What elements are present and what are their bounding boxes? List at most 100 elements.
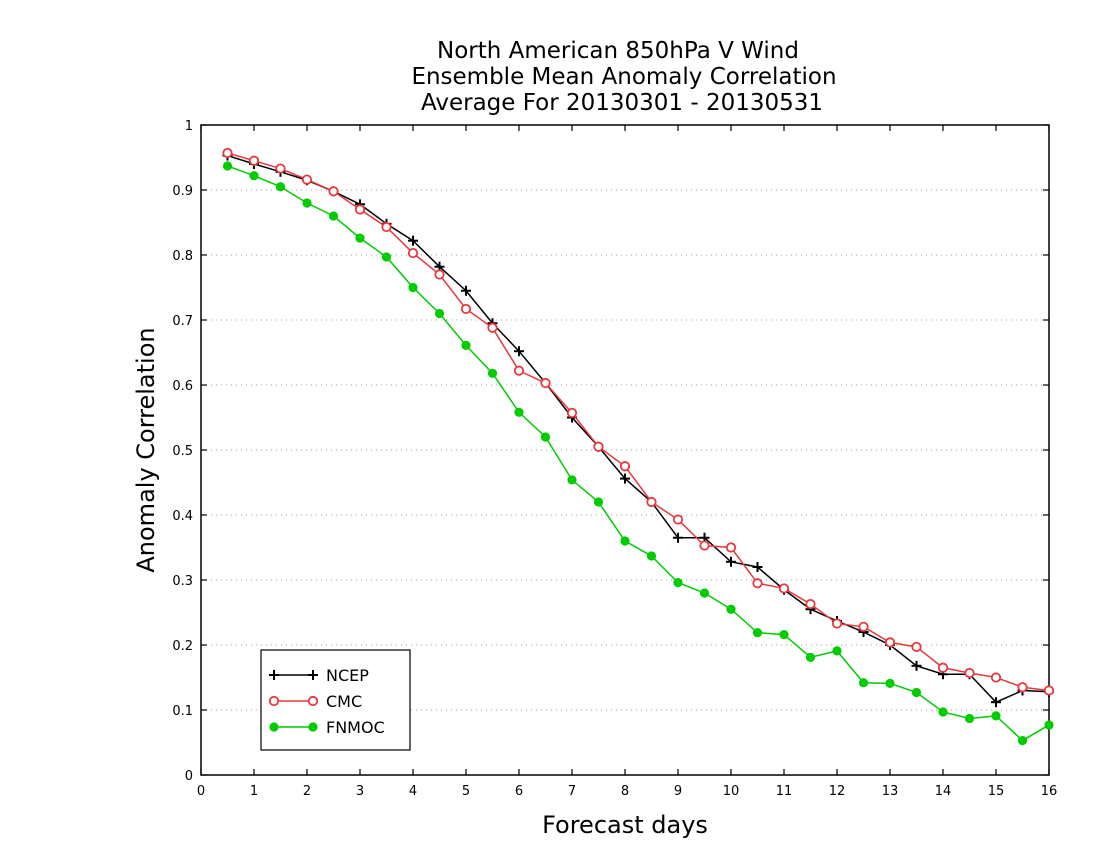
y-tick-label: 0.9 [172, 184, 193, 199]
data-point-fnmoc [434, 308, 445, 319]
data-point-cmc [381, 221, 392, 233]
x-axis: 0 1 2 3 4 5 6 7 8 9 10 11 12 13 14 15 16 [197, 125, 1057, 799]
x-tick-label: 12 [829, 784, 846, 799]
legend-marker-fnmoc [269, 722, 279, 732]
data-point-cmc [778, 583, 790, 594]
data-point-fnmoc [461, 340, 471, 350]
data-point-ncep [620, 473, 630, 484]
data-point-ncep [408, 235, 418, 246]
legend-marker-cmc [268, 695, 280, 707]
data-point-cmc [990, 672, 1002, 683]
x-tick-label: 11 [776, 784, 793, 799]
y-tick-label: 0.4 [172, 509, 193, 524]
data-point-fnmoc [805, 652, 816, 662]
x-tick-label: 15 [988, 784, 1005, 799]
legend-marker-fnmoc [308, 722, 318, 732]
data-point-fnmoc [699, 588, 710, 598]
data-point-ncep [514, 346, 524, 357]
series-line-cmc [227, 152, 1050, 692]
data-point-fnmoc [408, 282, 418, 293]
legend-marker-cmc [307, 695, 319, 707]
data-point-cmc [964, 667, 975, 679]
data-point-cmc [248, 155, 260, 166]
data-point-fnmoc [328, 211, 339, 221]
data-point-fnmoc [249, 171, 259, 181]
x-tick-label: 5 [462, 784, 470, 799]
data-point-fnmoc [275, 182, 286, 192]
data-point-cmc [540, 377, 551, 389]
y-tick-label: 0.6 [172, 379, 193, 394]
data-point-fnmoc [514, 407, 524, 417]
legend-box [260, 649, 411, 751]
x-tick-label: 14 [935, 784, 952, 799]
data-point-fnmoc [832, 646, 842, 656]
data-point-cmc [1043, 685, 1055, 696]
legend-label-fnmoc: FNMOC [326, 718, 385, 737]
data-point-fnmoc [487, 368, 498, 378]
chart-title-line-1: North American 850hPa V Wind [437, 38, 799, 64]
data-point-cmc [460, 303, 472, 315]
x-tick-label: 4 [409, 784, 417, 799]
y-tick-label: 0 [185, 769, 193, 784]
data-point-cmc [487, 322, 498, 333]
data-point-fnmoc [779, 630, 789, 640]
data-point-cmc [646, 496, 657, 508]
data-point-cmc [805, 598, 816, 610]
data-point-fnmoc [752, 628, 763, 638]
data-point-fnmoc [381, 252, 392, 262]
data-point-fnmoc [885, 678, 895, 688]
data-point-fnmoc [540, 432, 551, 442]
data-point-fnmoc [991, 711, 1001, 721]
y-tick-label: 0.8 [172, 249, 193, 264]
data-point-fnmoc [1017, 735, 1028, 746]
x-axis-title: Forecast days [542, 811, 708, 839]
data-point-cmc [354, 204, 366, 215]
series-fnmoc [222, 161, 1054, 746]
data-point-fnmoc [964, 713, 975, 724]
data-point-cmc [831, 618, 843, 629]
legend-label-ncep: NCEP [326, 666, 369, 685]
data-point-fnmoc [673, 578, 683, 588]
data-point-cmc [725, 542, 737, 553]
y-tick-label: 0.5 [172, 444, 193, 459]
data-point-fnmoc [646, 551, 657, 561]
x-tick-label: 6 [515, 784, 523, 799]
data-point-cmc [275, 163, 286, 174]
x-tick-label: 0 [197, 784, 205, 799]
data-point-ncep [752, 562, 763, 572]
x-tick-label: 2 [303, 784, 311, 799]
y-tick-label: 0.3 [172, 574, 193, 589]
legend: NCEP CMC FNMOC [260, 649, 411, 751]
data-series [222, 147, 1055, 746]
data-point-ncep [673, 532, 683, 543]
x-tick-label: 3 [356, 784, 364, 799]
legend-item-ncep: NCEP [269, 666, 369, 685]
x-tick-label: 16 [1041, 784, 1058, 799]
x-tick-label: 8 [621, 784, 629, 799]
data-point-cmc [911, 641, 922, 653]
data-point-ncep [911, 660, 922, 671]
legend-item-cmc: CMC [268, 692, 362, 711]
series-line-ncep [227, 154, 1050, 704]
data-point-fnmoc [222, 161, 233, 171]
series-cmc [222, 147, 1055, 696]
data-point-cmc [699, 540, 710, 551]
data-point-fnmoc [302, 198, 312, 208]
x-tick-label: 10 [723, 784, 740, 799]
data-point-fnmoc [593, 497, 604, 507]
y-tick-label: 0.1 [172, 704, 193, 719]
data-point-ncep [991, 697, 1001, 708]
data-point-ncep [726, 556, 736, 567]
data-point-cmc [593, 441, 604, 452]
data-point-cmc [434, 269, 445, 280]
data-point-cmc [619, 461, 631, 472]
data-point-cmc [328, 186, 339, 197]
x-tick-label: 1 [250, 784, 258, 799]
series-line-fnmoc [227, 165, 1050, 742]
gridlines [201, 189, 1049, 711]
y-tick-label: 0.7 [172, 314, 193, 329]
data-point-cmc [884, 637, 896, 648]
data-point-fnmoc [355, 233, 365, 243]
chart-title-line-3: Average For 20130301 - 20130531 [421, 90, 823, 116]
